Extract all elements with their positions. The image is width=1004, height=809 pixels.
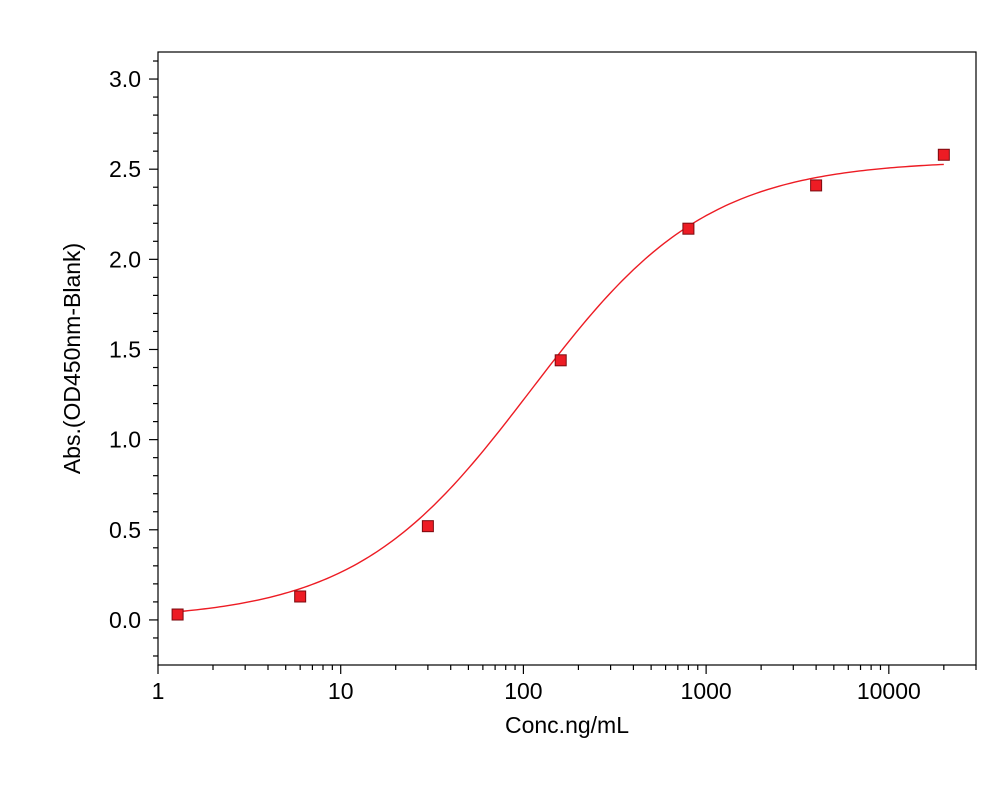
svg-text:1.0: 1.0 bbox=[109, 427, 141, 453]
svg-text:0.5: 0.5 bbox=[109, 517, 141, 543]
dose-response-chart: 1 10 100 1000 10000 0.0 0.5 1.0 1.5 2.0 2.5 3.0 Conc… bbox=[0, 0, 1004, 809]
svg-text:100: 100 bbox=[504, 678, 542, 704]
svg-text:3.0: 3.0 bbox=[109, 66, 141, 92]
svg-text:0.0: 0.0 bbox=[109, 607, 141, 633]
svg-text:1000: 1000 bbox=[681, 678, 732, 704]
svg-text:10000: 10000 bbox=[857, 678, 921, 704]
svg-text:Conc.ng/mL: Conc.ng/mL bbox=[505, 712, 629, 738]
svg-text:2.5: 2.5 bbox=[109, 156, 141, 182]
svg-text:2.0: 2.0 bbox=[109, 246, 141, 272]
svg-text:1.5: 1.5 bbox=[109, 336, 141, 362]
svg-text:10: 10 bbox=[328, 678, 354, 704]
svg-text:1: 1 bbox=[152, 678, 165, 704]
svg-text:Abs.(OD450nm-Blank): Abs.(OD450nm-Blank) bbox=[59, 243, 85, 474]
